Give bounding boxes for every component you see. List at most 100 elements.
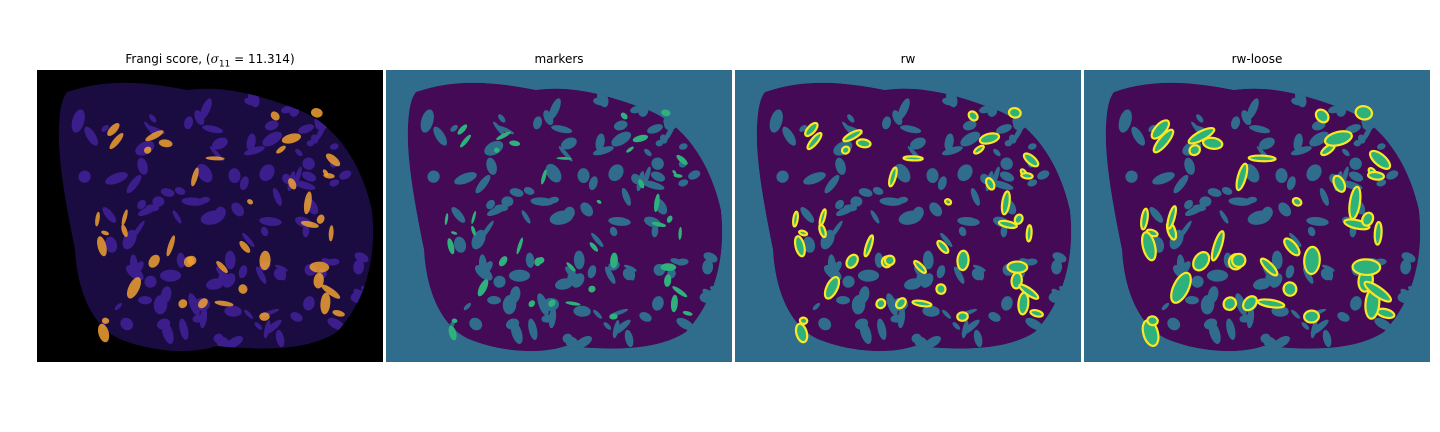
- tissue-blob: [1221, 187, 1233, 195]
- tissue-blob: [609, 226, 618, 237]
- tissue-blob: [1348, 171, 1364, 182]
- tissue-blob: [769, 109, 783, 133]
- tissue-blob: [1310, 319, 1329, 335]
- tissue-blob: [621, 187, 631, 206]
- vessel-highlight: [97, 323, 110, 343]
- tissue-blob: [196, 163, 213, 183]
- vessel-highlight: [323, 173, 335, 179]
- tissue-blob: [678, 143, 688, 150]
- tissue-blob: [835, 157, 846, 175]
- tissue-blob: [1001, 296, 1013, 311]
- tissue-blob: [228, 168, 241, 184]
- tissue-blob: [292, 180, 316, 190]
- tissue-blob: [1342, 148, 1350, 157]
- tissue-blob: [842, 275, 855, 288]
- tissue-blob: [226, 335, 243, 349]
- tissue-blob: [533, 116, 543, 130]
- tissue-blob: [1309, 131, 1330, 147]
- tissue-blob: [916, 273, 924, 281]
- tissue-blob: [608, 217, 631, 226]
- marker-region: [678, 226, 682, 240]
- tissue-blob: [1319, 187, 1329, 206]
- vessel-highlight: [310, 108, 323, 118]
- segmented-region: [997, 219, 1018, 230]
- tissue-blob: [1207, 188, 1222, 197]
- tissue-blob: [306, 140, 315, 147]
- tissue-blob: [1376, 143, 1386, 150]
- tissue-blob: [1206, 269, 1229, 282]
- tissue-blob: [1306, 164, 1322, 182]
- vessel-highlight: [101, 317, 110, 324]
- segmented-region: [1152, 128, 1175, 154]
- segmented-region: [1007, 106, 1022, 119]
- tissue-blob: [957, 217, 980, 226]
- tissue-blob: [114, 302, 123, 311]
- tissue-blob: [894, 163, 911, 183]
- tissue-blob: [1293, 133, 1303, 152]
- tissue-blob: [551, 125, 573, 134]
- tissue-blob: [493, 275, 506, 288]
- tissue-blob: [273, 268, 285, 281]
- tissue-blob: [802, 236, 816, 253]
- tissue-blob: [688, 170, 701, 180]
- tissue-blob: [200, 210, 225, 225]
- marker-region: [626, 146, 634, 153]
- tissue-blob: [272, 187, 282, 206]
- segmented-region: [973, 144, 985, 155]
- tissue-blob: [202, 125, 224, 134]
- tissue-blob: [879, 197, 903, 206]
- tissue-blob: [577, 168, 590, 184]
- segmented-region: [1170, 271, 1192, 304]
- tissue-blob: [181, 197, 205, 206]
- tissue-blob: [138, 296, 152, 305]
- marker-region: [494, 147, 500, 153]
- tissue-blob: [561, 137, 577, 150]
- tissue-blob: [329, 179, 340, 187]
- segmented-region: [1029, 308, 1044, 318]
- marker-region: [516, 237, 524, 255]
- tissue-blob: [172, 210, 182, 224]
- segmented-region: [967, 110, 979, 122]
- tissue-blob: [960, 131, 981, 147]
- tissue-blob: [882, 116, 892, 130]
- tissue-blob: [924, 335, 941, 349]
- tissue-blob: [847, 114, 855, 123]
- tissue-blob: [1173, 174, 1189, 194]
- tissue-blob: [179, 318, 189, 341]
- tissue-blob: [843, 204, 858, 212]
- tissue-blob: [1228, 197, 1252, 206]
- tissue-blob: [1051, 259, 1063, 275]
- tissue-blob: [857, 269, 880, 282]
- marker-region: [672, 170, 677, 176]
- tissue-blob: [929, 202, 943, 217]
- tissue-blob: [1027, 143, 1037, 150]
- tissue-blob: [239, 176, 249, 191]
- segmented-region: [1351, 258, 1382, 277]
- tissue-blob: [1004, 140, 1013, 147]
- tissue-blob: [259, 217, 282, 226]
- tissue-blob: [255, 266, 267, 284]
- segmented-region: [855, 138, 872, 149]
- vessel-highlight: [325, 153, 341, 167]
- panel-rw-loose: rw-loose: [1084, 0, 1430, 432]
- segmented-region: [1348, 185, 1362, 220]
- tissue-blob: [898, 210, 923, 225]
- vessel-highlight: [320, 292, 331, 315]
- marker-region: [676, 154, 688, 165]
- tissue-blob: [549, 210, 574, 225]
- segmented-region: [1291, 196, 1303, 207]
- tissue-blob: [192, 314, 205, 323]
- tissue-blob: [1203, 318, 1218, 330]
- tissue-blob: [1239, 314, 1252, 323]
- tissue-blob: [944, 133, 954, 152]
- panel-title: rw: [900, 52, 916, 66]
- tissue-blob: [238, 265, 248, 279]
- segmented-region: [794, 322, 809, 344]
- tissue-blob: [153, 295, 168, 315]
- segmented-region: [1332, 174, 1347, 193]
- tissue-blob: [420, 109, 434, 133]
- tissue-blob: [1321, 264, 1335, 272]
- marker-region: [660, 263, 677, 272]
- tissue-blob: [295, 148, 303, 157]
- tissue-blob: [1253, 278, 1272, 290]
